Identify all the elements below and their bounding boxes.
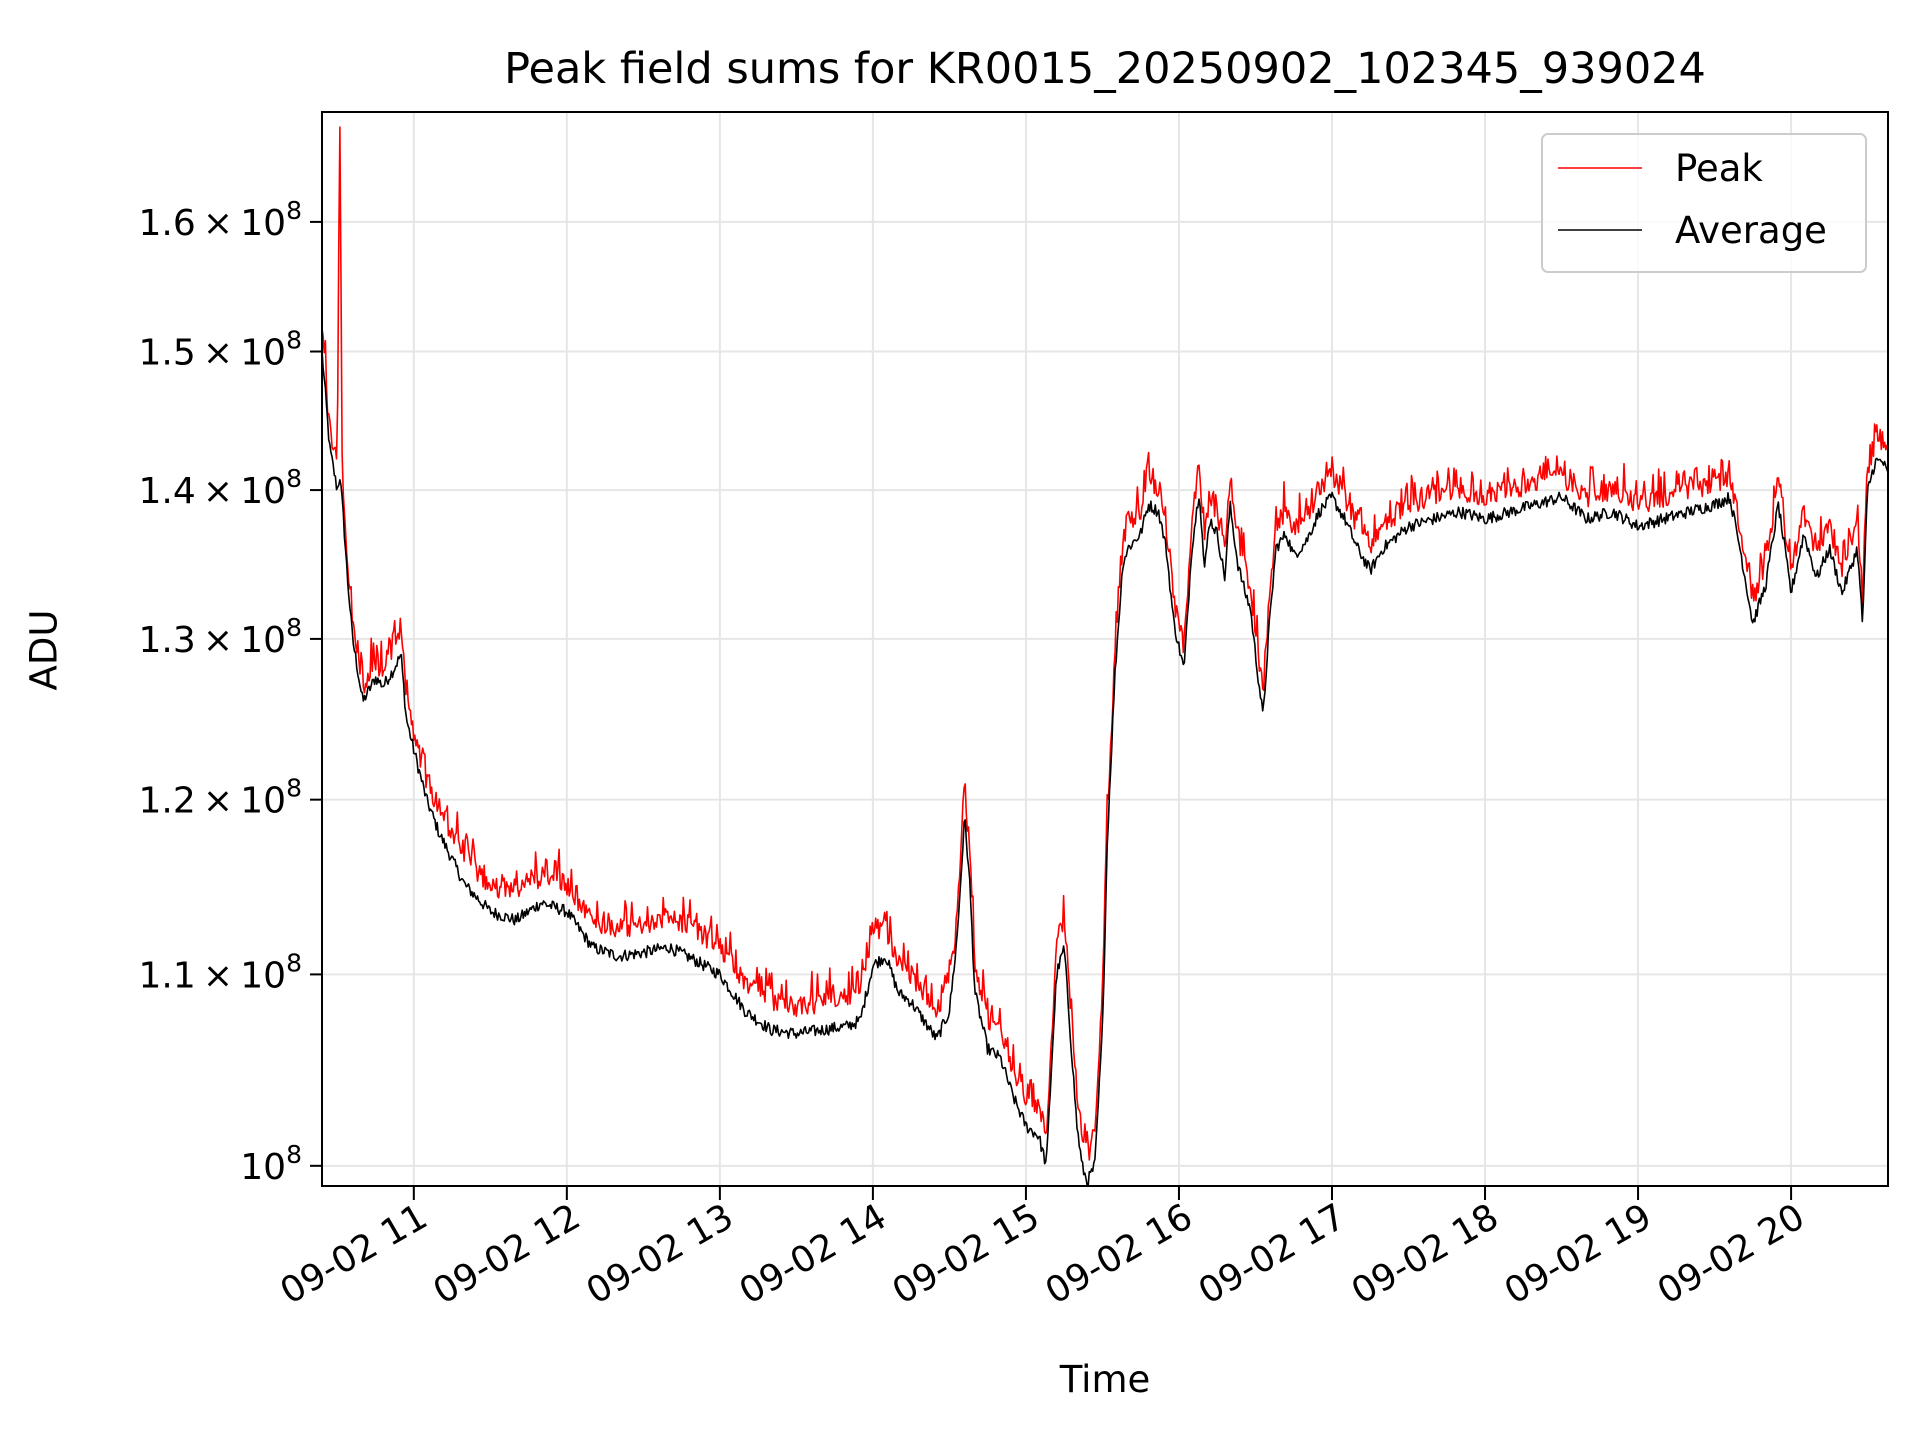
chart-title: Peak field sums for KR0015_20250902_1023…: [504, 44, 1706, 94]
x-tick-label: 09-02 17: [1192, 1196, 1353, 1312]
series-lines: [322, 126, 1888, 1186]
y-tick-label: 1.4 × 108: [138, 464, 302, 512]
axes-frame: [321, 111, 1889, 1187]
x-tick-label: 09-02 13: [580, 1196, 741, 1312]
legend-label: Peak: [1675, 147, 1763, 190]
y-tick-label: 108: [240, 1140, 302, 1188]
x-axis-label: Time: [1059, 1358, 1151, 1401]
x-tick-label: 09-02 15: [886, 1196, 1047, 1312]
grid: [322, 112, 1888, 1186]
y-tick-label: 1.3 × 108: [138, 613, 302, 661]
x-tick-label: 09-02 14: [733, 1196, 894, 1312]
y-tick-label: 1.5 × 108: [138, 326, 302, 374]
x-tick-label: 09-02 12: [427, 1196, 588, 1312]
series-line: [322, 126, 1888, 1161]
y-axis-ticks: 108 1.1 × 108 1.2 × 108 1.3 × 108 1.4 × 108 1…: [138, 196, 322, 1188]
legend-label: Average: [1675, 209, 1827, 252]
x-tick-label: 09-02 18: [1345, 1196, 1506, 1312]
x-tick-label: 09-02 11: [274, 1196, 435, 1312]
legend: Peak Average: [1541, 133, 1867, 273]
y-tick-label: 1.1 × 108: [138, 948, 302, 996]
series-line: [322, 349, 1888, 1186]
x-tick-label: 09-02 20: [1651, 1196, 1812, 1312]
x-tick-label: 09-02 16: [1039, 1196, 1200, 1312]
x-tick-label: 09-02 19: [1498, 1196, 1659, 1312]
y-tick-label: 1.2 × 108: [138, 774, 302, 822]
y-tick-label: 1.6 × 108: [138, 196, 302, 244]
